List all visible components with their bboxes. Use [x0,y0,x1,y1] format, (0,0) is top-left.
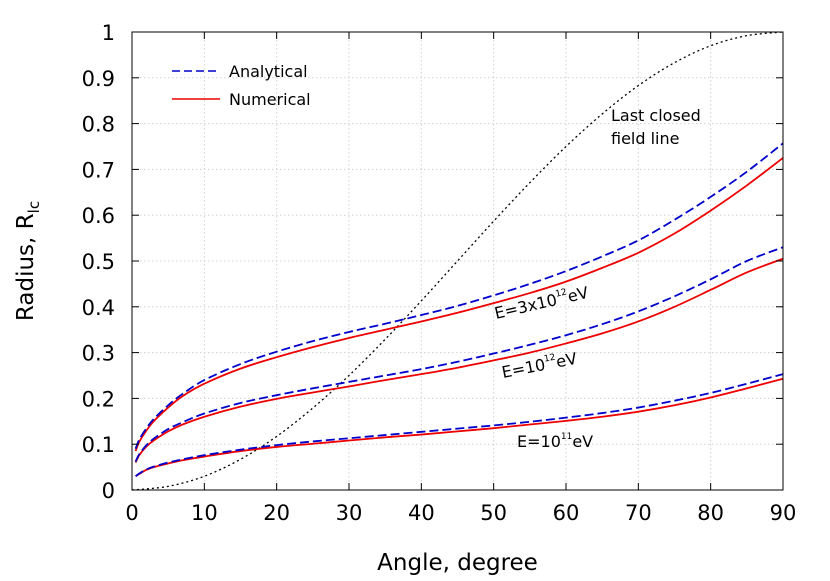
x-tick-label-4: 40 [408,501,435,525]
curves [131,31,784,491]
series-E1e11-numerical [135,377,784,478]
legend-label-numerical: Numerical [229,90,311,109]
y-tick-label-1: 0.1 [82,433,115,457]
x-tick-label-2: 20 [263,501,290,525]
x-tick-label-0: 0 [125,501,138,525]
x-tick-label-6: 60 [553,501,580,525]
y-tick-label-10: 1 [102,21,115,45]
legend-label-analytical: Analytical [229,62,308,81]
y-tick-label-7: 0.7 [82,158,115,182]
series-E1e11-analytical [135,373,784,477]
y-tick-label-2: 0.2 [82,387,115,411]
legend: Analytical Numerical [172,62,311,109]
series-E1e12-numerical [134,257,784,463]
annotation-energy-3e12-suffix: eV [566,283,591,306]
x-tick-label-1: 10 [191,501,218,525]
y-tick-label-4: 0.4 [82,296,115,320]
ticks [131,31,784,491]
x-tick-label-3: 30 [336,501,363,525]
annotation-energy-1e11-prefix: E=10 [517,432,561,451]
annotation-last-closed-line2: field line [611,129,679,148]
x-tick-label-7: 70 [625,501,652,525]
annotation-energy-1e12: E=1012eV [500,349,578,382]
y-tick-label-8: 0.8 [82,113,115,137]
x-axis-label: Angle, degree [377,550,538,576]
annotation-energy-1e11: E=1011eV [517,432,593,451]
grid [132,32,783,490]
y-axis-label-sub: lc [25,201,43,213]
y-tick-label-3: 0.3 [82,342,115,366]
x-tick-label-9: 90 [770,501,797,525]
annotation-energy-1e12-suffix: eV [554,349,578,372]
y-tick-label-6: 0.6 [82,204,115,228]
annotation-energy-1e11-exp: 11 [561,432,572,442]
series-E1e12-analytical [134,246,784,462]
series-E3e12-analytical [134,142,784,450]
annotation-last-closed-line1: Last closed [611,106,701,125]
y-axis-label: Radius, Rlc [13,201,43,321]
x-tick-label-5: 50 [480,501,507,525]
y-tick-label-9: 0.9 [82,67,115,91]
annotation-energy-1e11-suffix: eV [572,432,593,451]
y-tick-label-0: 0 [102,479,115,503]
annotation-energy-3e12-exp: 12 [555,288,568,300]
annotation-energy-1e12-exp: 12 [543,353,556,365]
y-axis-label-main: Radius, R [13,213,39,321]
series-E3e12-numerical [134,157,784,452]
y-tick-label-5: 0.5 [82,250,115,274]
tick-labels: 0 10 20 30 40 50 60 70 80 90 0 0.1 0.2 0.3 0.4 0.5 0.6 0.… [82,21,797,525]
annotation-energy-1e12-prefix: E=10 [500,355,547,382]
x-tick-label-8: 80 [697,501,724,525]
